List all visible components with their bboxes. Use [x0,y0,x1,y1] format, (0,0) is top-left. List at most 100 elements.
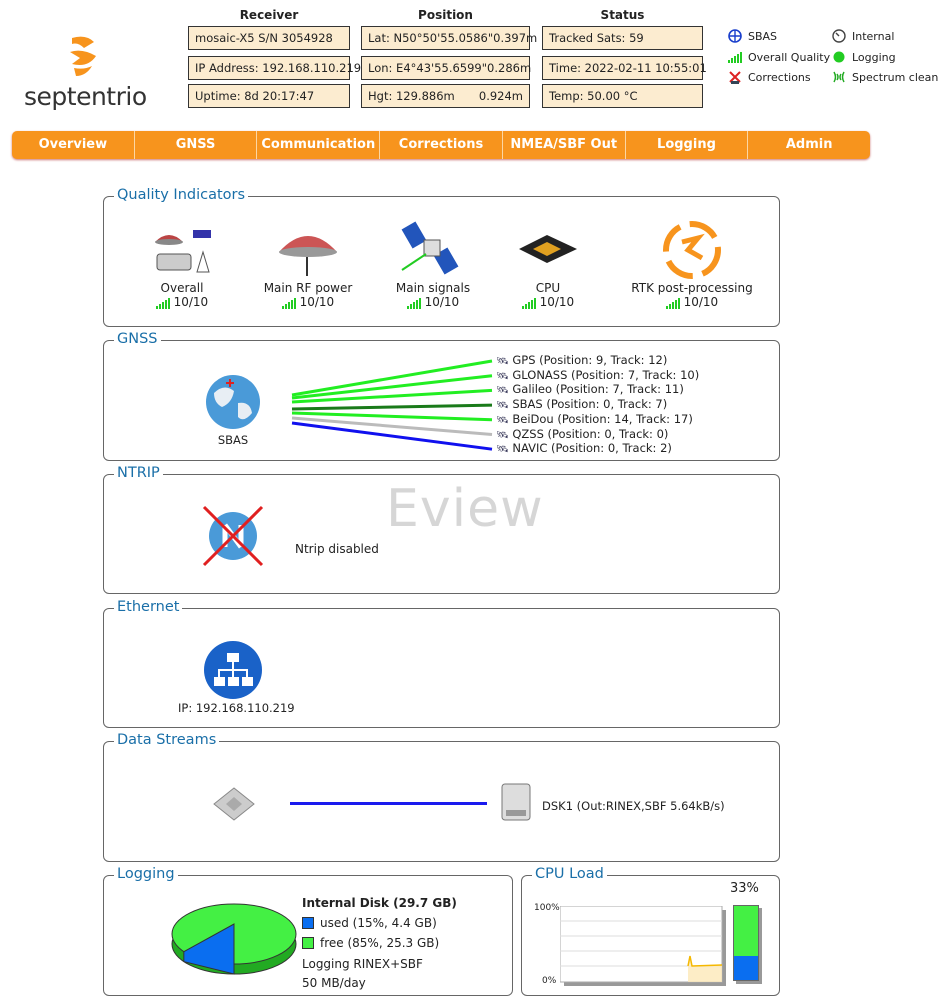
antenna-icon [279,236,337,276]
nav-corrections[interactable]: Corrections [380,131,503,159]
lat-accuracy: 0.397m [493,31,538,45]
satellite-icon: 🛰 [496,385,509,397]
logo-text: septentrio [24,82,147,111]
pie-slice-used [183,923,235,975]
quality-cpu[interactable]: CPU 10/10 [483,219,613,309]
receiver-model: mosaic-X5 S/N 3054928 [188,26,350,50]
ethernet-ip: IP: 192.168.110.219 [178,701,295,715]
constellation-item[interactable]: 🛰 QZSS (Position: 0, Track: 0) [496,427,668,441]
constellation-item[interactable]: 🛰 Galileo (Position: 7, Track: 11) [496,382,684,396]
rtk-sync-icon [663,221,721,279]
cpu-current-bar [733,905,759,981]
quality-overall[interactable]: Overall 10/10 [117,219,247,309]
nav-overview[interactable]: Overview [12,131,135,159]
cpu-ymin: 0% [542,976,557,986]
panel-title: Quality Indicators [114,187,249,203]
cpu-history-chart [560,906,726,986]
signal-bars-icon [728,52,742,63]
constellation-label: BeiDou (Position: 14, Track: 17) [512,411,693,426]
quality-score: 10/10 [683,295,719,309]
disk-name: Internal Disk (29.7 GB) [302,896,457,910]
quality-score: 10/10 [424,295,460,309]
signal-bars-icon [406,297,421,309]
nav-admin[interactable]: Admin [785,137,833,152]
signal-bars-icon [521,297,536,309]
satellite-icon: 🛰 [496,429,509,441]
legend-corrections: Corrections [728,70,811,84]
legend-used: used (15%, 4.4 GB) [302,916,437,930]
quality-rtk-post-processing[interactable]: RTK post-processing 10/10 [627,219,757,309]
panel-title: Logging [114,866,178,882]
globe-label: SBAS [217,433,249,447]
used-swatch [302,917,314,929]
data-streams-panel: Data Streams DSK1 (Out:RINEX,SBF 5.64kB/… [103,732,780,862]
constellation-line [291,421,493,451]
constellation-item[interactable]: 🛰 BeiDou (Position: 14, Track: 17) [496,412,693,426]
quality-label: Main signals [395,281,471,295]
constellation-item[interactable]: 🛰 GLONASS (Position: 7, Track: 10) [496,368,699,382]
quality-main-rf-power[interactable]: Main RF power 10/10 [243,219,373,309]
free-label: free (85%, 25.3 GB) [320,936,440,950]
satellite-icon: 🛰 [496,444,509,456]
septentrio-logo-icon [70,36,96,76]
signal-bars-icon [665,297,680,309]
globe-icon[interactable] [204,373,262,431]
constellation-label: GLONASS (Position: 7, Track: 10) [512,367,700,382]
network-icon[interactable] [202,639,264,701]
constellation-line [291,359,493,397]
receiver-heading: Receiver [239,8,299,22]
constellation-label: SBAS (Position: 0, Track: 7) [512,397,668,412]
constellation-item[interactable]: 🛰 NAVIC (Position: 0, Track: 2) [496,441,672,455]
cpu-current: 33% [730,881,759,896]
quality-score: 10/10 [173,295,209,309]
signal-bars-icon [281,297,296,309]
quality-main-signals[interactable]: Main signals 10/10 [368,219,498,309]
quality-label: Main RF power [263,281,353,295]
satellite-icon: 🛰 [496,370,509,382]
constellation-line [291,416,493,436]
panel-title: GNSS [114,331,161,347]
position-lon: Lon: E4°43'55.6599" 0.286m [361,56,531,80]
constellation-item[interactable]: 🛰 SBAS (Position: 0, Track: 7) [496,397,667,411]
logging-led-icon [833,51,845,63]
legend-label: SBAS [748,29,778,43]
lon-value: Lon: E4°43'55.6599" [368,61,488,75]
signal-bars-icon [155,297,170,309]
cpu-ymax: 100% [534,903,560,913]
disk-icon[interactable] [496,780,536,826]
receiver-uptime: Uptime: 8d 20:17:47 [188,84,350,108]
nav-communication[interactable]: Communication [257,131,381,159]
position-lat: Lat: N50°50'55.0586" 0.397m [361,26,537,50]
receiver-module-icon [213,787,255,821]
status-temp: Temp: 50.00 °C [542,84,703,108]
stream-target: DSK1 (Out:RINEX,SBF 5.64kB/s) [542,799,725,813]
status-time: Time: 2022-02-11 10:55:01 [542,56,707,80]
ntrip-status: Ntrip disabled [295,542,379,556]
constellation-item[interactable]: 🛰 GPS (Position: 9, Track: 12) [496,353,667,367]
ntrip-disabled-icon[interactable] [200,503,266,569]
constellation-label: QZSS (Position: 0, Track: 0) [512,426,669,441]
ntrip-panel: NTRIP Ntrip disabled Eview [103,465,780,594]
satellite-icon: 🛰 [496,414,509,426]
status-heading: Status [600,8,645,22]
constellation-lines [291,359,493,451]
constellation-label: GPS (Position: 9, Track: 12) [512,353,668,367]
corrections-icon [729,71,741,84]
constellation-line [291,388,493,404]
nav-nmea-sbf-out[interactable]: NMEA/SBF Out [503,131,626,159]
disk-usage-pie [171,903,297,975]
clock-icon [832,29,846,43]
nav-gnss[interactable]: GNSS [135,131,258,159]
cpu-load-panel: CPU Load 100% 0% 33% [521,866,780,996]
quality-label: Overall [160,281,204,295]
logging-rate: 50 MB/day [302,976,366,990]
panel-title: CPU Load [532,866,607,882]
lat-value: Lat: N50°50'55.0586" [368,31,494,45]
nav-logging[interactable]: Logging [626,131,749,159]
hgt-value: Hgt: 129.886m [368,89,455,103]
receiver-ip: IP Address: 192.168.110.219 [188,56,361,80]
legend-label: Logging [852,50,896,64]
logging-panel: Logging Internal Disk (29.7 GB) used (15… [103,866,513,996]
quality-score: 10/10 [299,295,335,309]
used-label: used (15%, 4.4 GB) [320,916,437,930]
